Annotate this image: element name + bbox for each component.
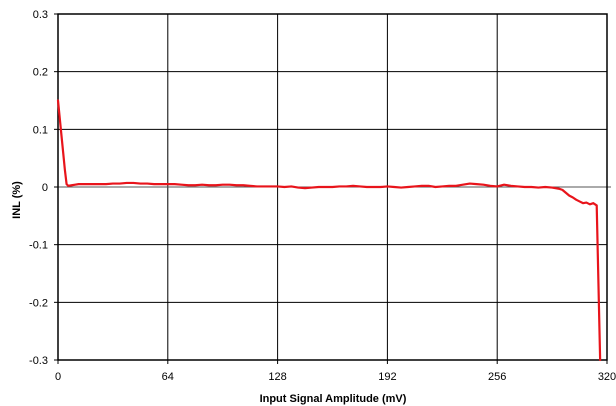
series-layer xyxy=(56,99,602,362)
x-tick-label: 128 xyxy=(268,371,286,383)
x-tick-label: 64 xyxy=(162,371,174,383)
y-tick-label: -0.1 xyxy=(29,240,48,252)
x-tick-label: 256 xyxy=(488,371,506,383)
plot-frame xyxy=(54,13,608,364)
tick-labels: 0.3 0.2 0.1 0 -0.1 -0.2 -0.3 0 64 128 192 256 320 xyxy=(29,9,616,383)
inl-series-line xyxy=(56,99,602,362)
y-axis-title: INL (%) xyxy=(11,181,23,219)
y-tick-label: 0 xyxy=(42,182,48,194)
x-tick-label: 0 xyxy=(55,371,61,383)
y-tick-label: 0.1 xyxy=(33,124,48,136)
grid-layer xyxy=(58,14,611,360)
y-tick-label: -0.2 xyxy=(29,297,48,309)
x-axis-title: Input Signal Amplitude (mV) xyxy=(260,393,407,405)
y-tick-label: 0.3 xyxy=(33,9,48,21)
y-tick-label: -0.3 xyxy=(29,355,48,367)
y-tick-label: 0.2 xyxy=(33,67,48,79)
x-tick-label: 320 xyxy=(598,371,616,383)
x-tick-label: 192 xyxy=(378,371,396,383)
